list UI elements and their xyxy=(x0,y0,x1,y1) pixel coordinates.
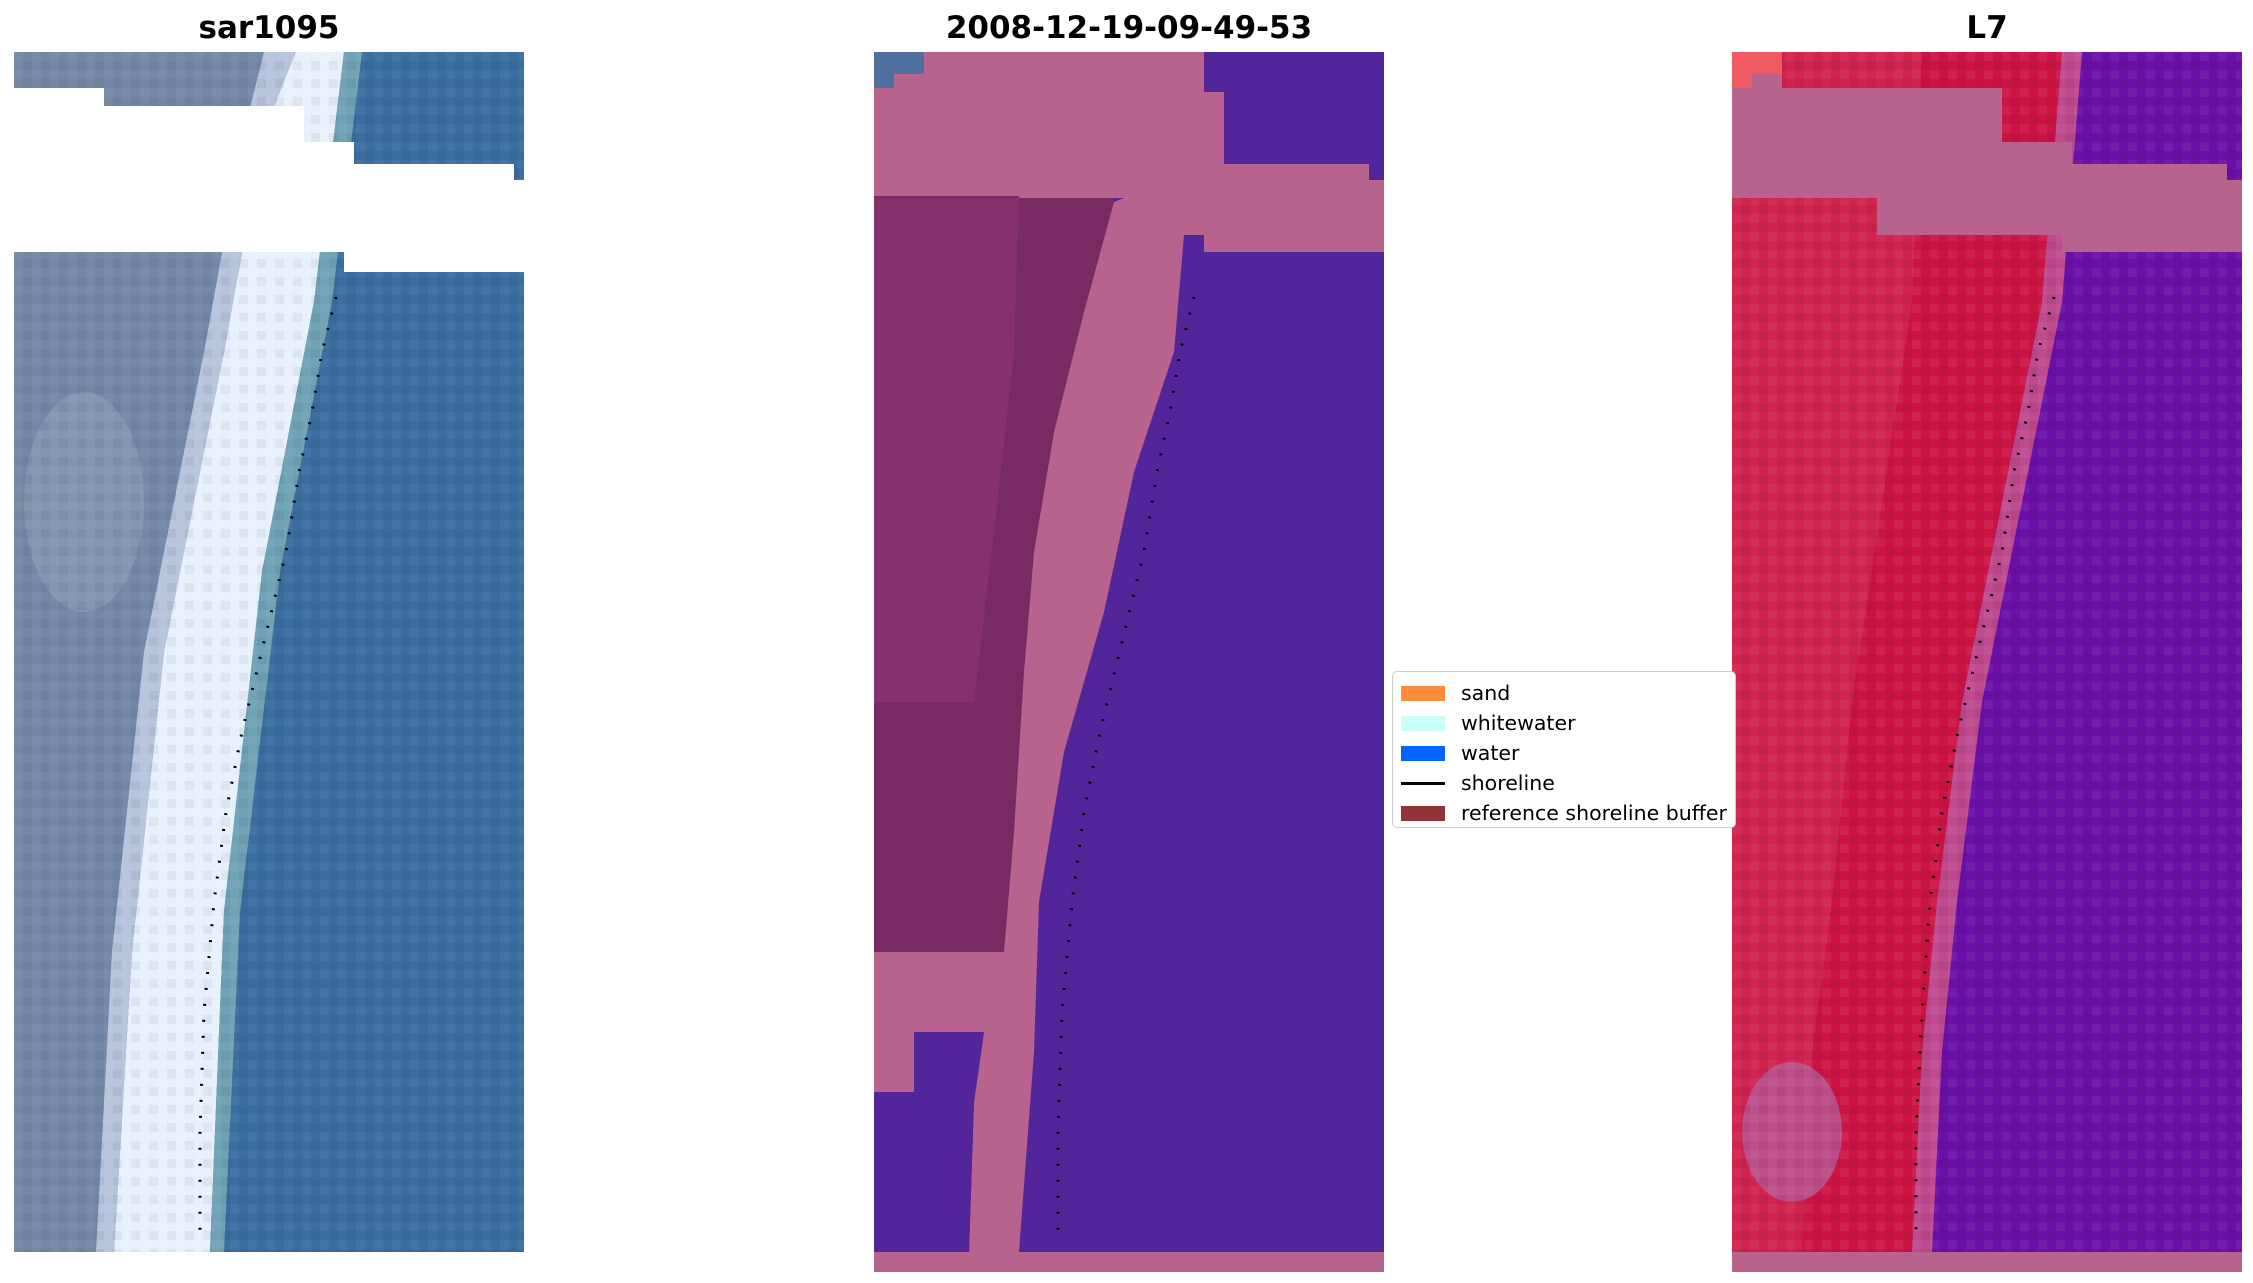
sand-swatch xyxy=(1401,685,1445,701)
legend-item-reference-buffer: reference shoreline buffer xyxy=(1401,799,1727,827)
legend-item-whitewater: whitewater xyxy=(1401,709,1576,737)
legend-label: shoreline xyxy=(1461,771,1555,795)
water-swatch xyxy=(1401,745,1445,761)
panel-title-2: 2008-12-19-09-49-53 xyxy=(945,10,1313,46)
legend-item-sand: sand xyxy=(1401,679,1510,707)
whitewater-swatch xyxy=(1401,715,1445,731)
legend-label: sand xyxy=(1461,681,1511,705)
legend-item-water: water xyxy=(1401,739,1519,767)
legend-label: reference shoreline buffer xyxy=(1461,801,1727,825)
classified-image xyxy=(874,52,1384,1272)
legend-item-shoreline: shoreline xyxy=(1401,769,1555,797)
mndwi-image xyxy=(1732,52,2242,1272)
legend-label: whitewater xyxy=(1461,711,1576,735)
panel-title-3: L7 xyxy=(1966,10,2008,46)
shoreline-line-sample xyxy=(1401,781,1445,785)
satellite-rgb-image xyxy=(14,52,524,1252)
panel-title-1: sar1095 xyxy=(198,10,340,46)
legend-label: water xyxy=(1461,741,1520,765)
legend: sand whitewater water shoreline referenc… xyxy=(1392,671,1736,828)
buffer-swatch xyxy=(1401,805,1445,821)
